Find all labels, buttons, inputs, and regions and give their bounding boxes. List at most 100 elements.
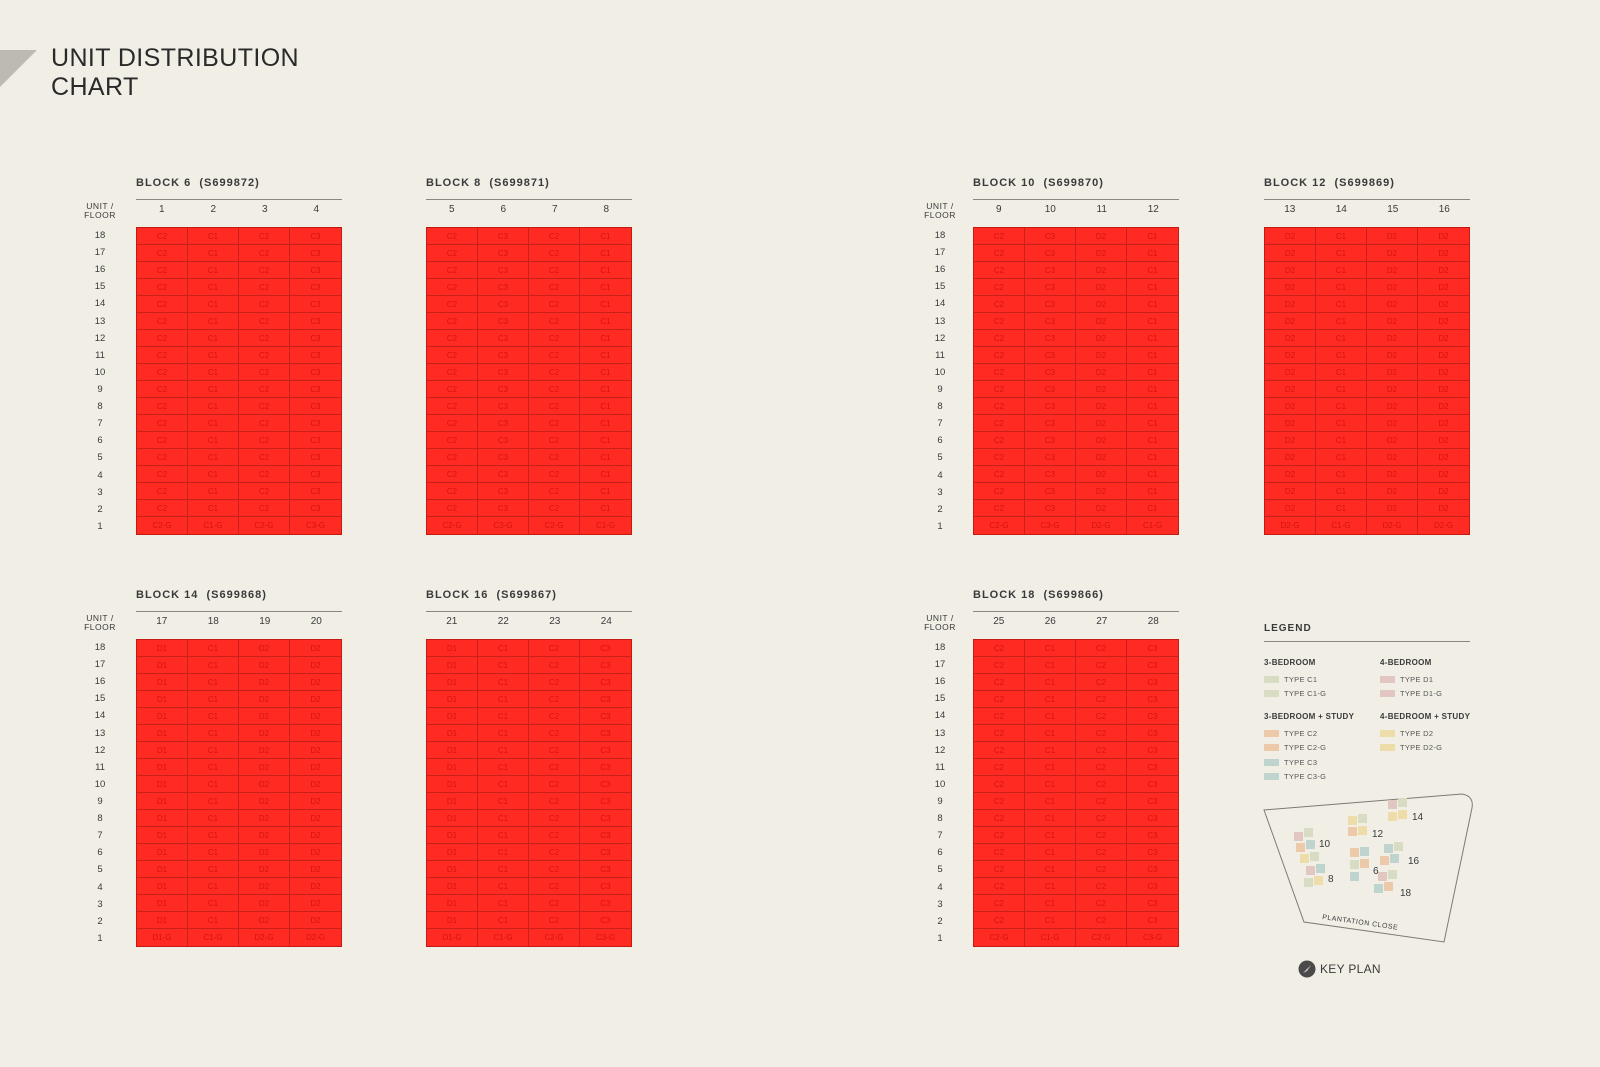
- unit-type-cell: C2: [529, 759, 580, 776]
- unit-type-cell: D2: [1265, 296, 1316, 313]
- unit-type-cell: C1: [1316, 228, 1367, 245]
- unit-type-cell: C3: [290, 279, 341, 296]
- unit-type-cell: C1: [478, 793, 529, 810]
- unit-type-cell: D2: [1076, 415, 1127, 432]
- unit-number: 14: [1335, 204, 1347, 215]
- legend-label: TYPE C2: [1284, 728, 1318, 738]
- legend-group-4-bedroom-study: 4-BEDROOM + STUDY TYPE D2 TYPE D2-G: [1380, 711, 1490, 755]
- unit-number: 21: [446, 616, 458, 627]
- legend-label: TYPE D2-G: [1400, 743, 1443, 753]
- unit-type-cell: C1: [580, 279, 631, 296]
- unit-type-cell: C2: [137, 500, 188, 517]
- unit-type-cell: C1: [580, 483, 631, 500]
- floor-number: 5: [97, 452, 103, 464]
- floor-number: 3: [937, 486, 943, 498]
- unit-type-cell: C1: [1127, 296, 1178, 313]
- compass-icon: [1298, 960, 1316, 978]
- block-divider: [426, 611, 632, 612]
- unit-type-cell: C1: [1025, 793, 1076, 810]
- unit-number: 15: [1387, 204, 1399, 215]
- unit-type-cell: D2: [239, 657, 290, 674]
- unit-type-cell: C3: [580, 793, 631, 810]
- unit-type-cell: D2-G: [1433, 521, 1454, 530]
- unit-type-cell: C2: [137, 313, 188, 330]
- floor-number: 8: [97, 813, 103, 825]
- unit-type-cell: D1: [427, 861, 478, 878]
- unit-type-cell: D2: [1265, 500, 1316, 517]
- unit-type-cell: D1: [137, 725, 188, 742]
- unit-type-cell: C2: [137, 449, 188, 466]
- unit-type-cell: C1: [478, 776, 529, 793]
- unit-type-cell: C2: [137, 262, 188, 279]
- unit-type-cell: C1: [478, 878, 529, 895]
- unit-type-cell: C3: [1025, 364, 1076, 381]
- unit-type-cell: D2: [1418, 432, 1469, 449]
- unit-type-cell: D1: [427, 674, 478, 691]
- unit-type-cell: C3: [1025, 466, 1076, 483]
- unit-number: 8: [603, 204, 610, 215]
- unit-type-cell: C2: [974, 432, 1025, 449]
- unit-type-cell: C1: [1025, 674, 1076, 691]
- unit-type-cell: C3: [1025, 432, 1076, 449]
- unit-type-cell: C1: [478, 674, 529, 691]
- unit-type-cell: D2: [1265, 228, 1316, 245]
- unit-type-cell: C3: [478, 466, 529, 483]
- unit-type-cell: C2: [974, 228, 1025, 245]
- floor-number: 17: [934, 247, 946, 259]
- unit-type-cell: C2: [974, 691, 1025, 708]
- unit-type-cell: C3: [580, 742, 631, 759]
- unit-type-cell: C1: [188, 500, 239, 517]
- unit-type-cell: D2-G: [1076, 517, 1127, 534]
- unit-type-cell: C1: [478, 912, 529, 929]
- unit-type-cell: D2: [1076, 279, 1127, 296]
- unit-type-cell: D2: [1418, 364, 1469, 381]
- unit-type-cell: C1: [188, 776, 239, 793]
- unit-type-cell: D2: [1367, 483, 1418, 500]
- unit-type-cell: D2: [239, 844, 290, 861]
- floor-number: 4: [937, 469, 943, 481]
- unit-type-cell: D2: [290, 742, 341, 759]
- corner-accent: [0, 50, 37, 87]
- unit-type-cell: D2: [1367, 381, 1418, 398]
- unit-type-cell: C2: [1076, 708, 1127, 725]
- unit-type-cell: C2: [137, 296, 188, 313]
- unit-type-cell: C3: [580, 640, 631, 657]
- unit-type-cell: C1: [188, 844, 239, 861]
- unit-type-cell: D2: [1367, 313, 1418, 330]
- unit-type-cell: C3: [478, 313, 529, 330]
- swatch-d2: [1380, 729, 1395, 737]
- unit-type-cell: D1: [137, 691, 188, 708]
- unit-type-cell: C2: [137, 245, 188, 262]
- unit-type-cell: C2: [974, 742, 1025, 759]
- unit-type-cell: C3-G: [1025, 517, 1076, 534]
- block-divider: [973, 611, 1179, 612]
- unit-number-header: 17 18 19 20: [136, 616, 342, 630]
- legend-label: TYPE C3-G: [1284, 772, 1327, 782]
- floor-number: 15: [94, 693, 106, 705]
- unit-type-cell: C2: [529, 415, 580, 432]
- unit-type-cell: C2-G: [529, 517, 580, 534]
- unit-type-cell: C1: [478, 640, 529, 657]
- unit-type-cell: C2: [427, 432, 478, 449]
- unit-type-cell: D2: [239, 640, 290, 657]
- unit-type-cell: C2: [974, 827, 1025, 844]
- floor-number: 1: [937, 520, 943, 532]
- unit-type-cell: D2: [1418, 279, 1469, 296]
- unit-type-cell: D2: [1265, 449, 1316, 466]
- unit-type-cell: C1: [1316, 432, 1367, 449]
- floor-number: 15: [934, 281, 946, 293]
- unit-type-cell: C2-G: [1076, 929, 1127, 946]
- floor-number: 1: [97, 932, 103, 944]
- unit-type-cell: C2: [239, 347, 290, 364]
- unit-type-cell: C1: [1127, 313, 1178, 330]
- unit-type-cell: D1-G: [427, 929, 478, 946]
- unit-type-cell: C1: [188, 483, 239, 500]
- unit-type-cell: C1: [580, 432, 631, 449]
- unit-type-cell: C1: [188, 330, 239, 347]
- unit-type-cell: D2: [290, 844, 341, 861]
- block-divider: [136, 611, 342, 612]
- legend-group-title: 3-BEDROOM: [1264, 658, 1316, 667]
- unit-type-cell: C2: [239, 262, 290, 279]
- unit-type-cell: C1: [1316, 262, 1367, 279]
- unit-type-cell: C2: [137, 228, 188, 245]
